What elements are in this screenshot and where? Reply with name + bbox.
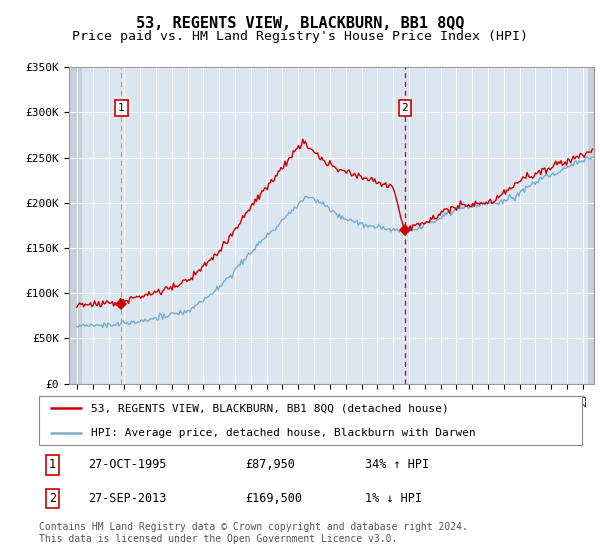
Text: 1% ↓ HPI: 1% ↓ HPI <box>365 492 422 505</box>
Text: HPI: Average price, detached house, Blackburn with Darwen: HPI: Average price, detached house, Blac… <box>91 428 475 438</box>
Text: 27-OCT-1995: 27-OCT-1995 <box>88 459 166 472</box>
Bar <box>69 67 82 384</box>
Text: £87,950: £87,950 <box>245 459 295 472</box>
Text: 53, REGENTS VIEW, BLACKBURN, BB1 8QQ (detached house): 53, REGENTS VIEW, BLACKBURN, BB1 8QQ (de… <box>91 403 448 413</box>
Text: 1: 1 <box>49 459 56 472</box>
FancyBboxPatch shape <box>39 396 582 445</box>
Text: 2: 2 <box>401 103 408 113</box>
Text: Contains HM Land Registry data © Crown copyright and database right 2024.
This d: Contains HM Land Registry data © Crown c… <box>39 522 468 544</box>
Text: 27-SEP-2013: 27-SEP-2013 <box>88 492 166 505</box>
Text: 2: 2 <box>49 492 56 505</box>
Text: 34% ↑ HPI: 34% ↑ HPI <box>365 459 429 472</box>
Text: 1: 1 <box>118 103 125 113</box>
Text: Price paid vs. HM Land Registry's House Price Index (HPI): Price paid vs. HM Land Registry's House … <box>72 30 528 43</box>
Text: £169,500: £169,500 <box>245 492 302 505</box>
Text: 53, REGENTS VIEW, BLACKBURN, BB1 8QQ: 53, REGENTS VIEW, BLACKBURN, BB1 8QQ <box>136 16 464 31</box>
Bar <box>587 67 594 384</box>
